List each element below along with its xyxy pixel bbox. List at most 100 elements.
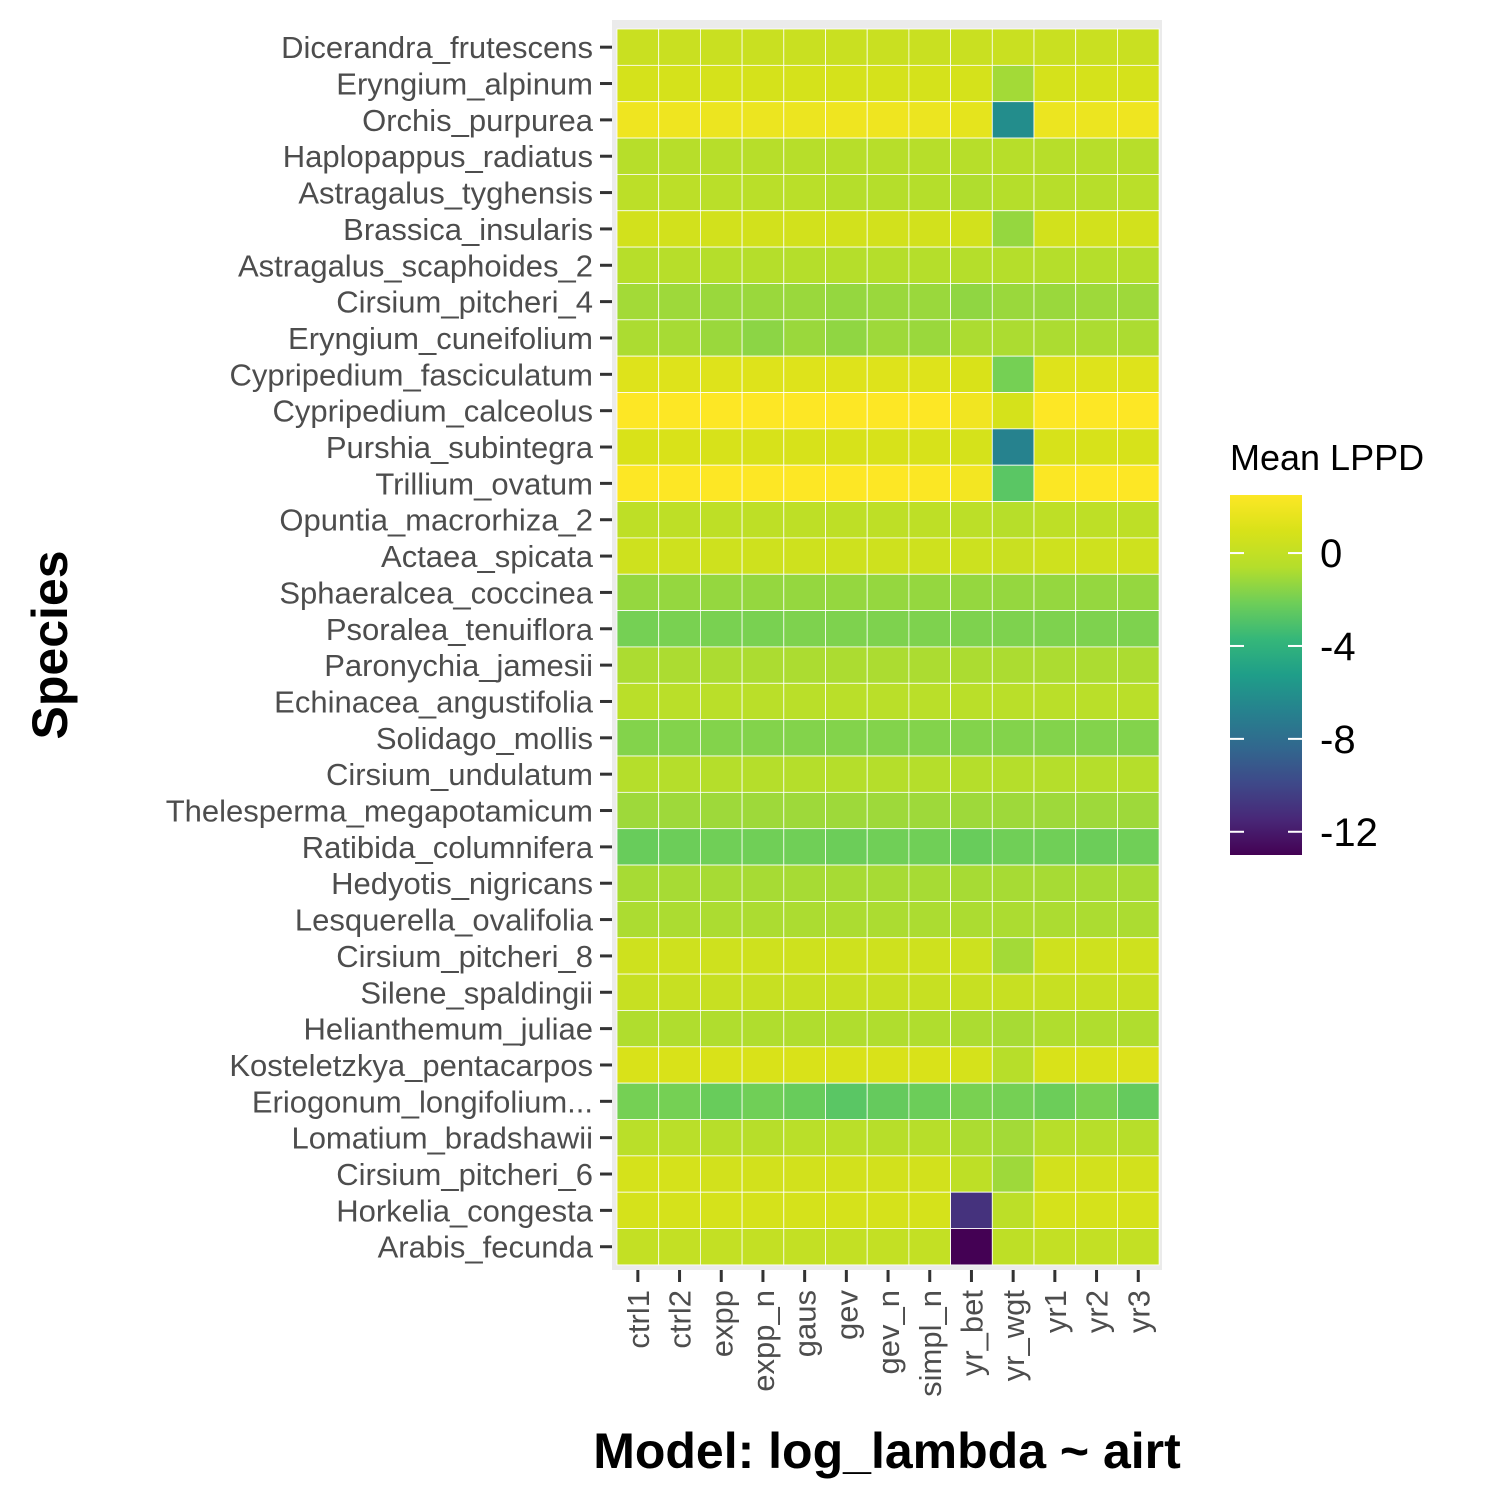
heatmap-cell: [866, 64, 910, 103]
legend-title: Mean LPPD: [1230, 437, 1424, 478]
heatmap-cell: [700, 646, 743, 684]
heatmap-cell: [1075, 937, 1118, 975]
heatmap-cell: [783, 392, 826, 430]
heatmap-cell: [700, 610, 743, 648]
legend-tick-label: -8: [1320, 718, 1356, 762]
heatmap-cell: [616, 246, 660, 284]
heatmap-cell: [950, 1010, 993, 1048]
heatmap-cell: [616, 646, 660, 684]
heatmap-cell: [741, 246, 785, 284]
heatmap-cell: [825, 719, 868, 757]
heatmap-cell: [616, 210, 660, 248]
heatmap-cell: [866, 137, 910, 175]
heatmap-cell: [950, 64, 993, 103]
heatmap-cell: [741, 283, 785, 321]
heatmap-cell: [991, 791, 1035, 830]
heatmap-cell: [1075, 1228, 1118, 1266]
heatmap-cell: [1117, 755, 1160, 793]
heatmap-cell: [950, 319, 993, 357]
heatmap-cell: [866, 973, 910, 1011]
heatmap-cell: [741, 610, 785, 648]
heatmap-cell: [741, 1228, 785, 1266]
heatmap-cell: [1117, 791, 1160, 830]
heatmap-cell: [700, 137, 743, 175]
x-tick-label: yr_bet: [954, 1290, 989, 1377]
heatmap-cell: [866, 392, 910, 430]
heatmap-cell: [866, 719, 910, 757]
y-tick-label: Haplopappus_radiatus: [283, 139, 593, 174]
heatmap-cell: [991, 1046, 1035, 1084]
heatmap-cell: [783, 137, 826, 175]
heatmap-cell: [825, 64, 868, 103]
heatmap-cell: [950, 1082, 993, 1120]
heatmap-cell: [1075, 1010, 1118, 1048]
heatmap-cell: [658, 283, 701, 321]
heatmap-cell: [1075, 1191, 1118, 1229]
heatmap-cell: [783, 646, 826, 684]
heatmap-cell: [825, 355, 868, 393]
heatmap-cell: [616, 428, 660, 466]
heatmap-cell: [991, 173, 1035, 212]
x-tick-label: yr1: [1038, 1290, 1073, 1333]
legend-tick-label: -12: [1320, 811, 1378, 855]
heatmap-cell: [825, 937, 868, 975]
heatmap-cell: [1033, 610, 1077, 648]
heatmap-cell: [991, 210, 1035, 248]
heatmap-cell: [783, 28, 826, 66]
heatmap-cell: [1075, 537, 1118, 575]
heatmap-cell: [658, 682, 701, 721]
heatmap-cell: [991, 501, 1035, 539]
heatmap-cell: [950, 501, 993, 539]
heatmap-cell: [1117, 1010, 1160, 1048]
heatmap-cell: [783, 828, 826, 866]
heatmap-cell: [658, 901, 701, 939]
heatmap-cell: [1117, 137, 1160, 175]
heatmap-cell: [908, 719, 952, 757]
heatmap-cell: [741, 828, 785, 866]
heatmap-cell: [616, 864, 660, 902]
heatmap-cell: [991, 1082, 1035, 1120]
heatmap-cell: [783, 1010, 826, 1048]
heatmap-cell: [741, 501, 785, 539]
heatmap-cell: [700, 428, 743, 466]
legend-ticks: 0 -4 -8 -12: [1230, 532, 1378, 855]
heatmap-cell: [1075, 501, 1118, 539]
heatmap-cell: [616, 1046, 660, 1084]
heatmap-cell: [616, 828, 660, 866]
heatmap-cell: [825, 828, 868, 866]
heatmap-cell: [950, 28, 993, 66]
heatmap-cell: [950, 864, 993, 902]
heatmap-cell: [825, 246, 868, 284]
heatmap-cell: [700, 682, 743, 721]
heatmap-cell: [825, 137, 868, 175]
heatmap-cell: [658, 791, 701, 830]
heatmap-cell: [1033, 1010, 1077, 1048]
heatmap-cell: [783, 864, 826, 902]
heatmap-cell: [1117, 428, 1160, 466]
heatmap-cell: [1117, 1191, 1160, 1229]
heatmap-cell: [866, 537, 910, 575]
heatmap-cell: [1075, 682, 1118, 721]
heatmap-cell: [1075, 1119, 1118, 1157]
heatmap-cell: [616, 537, 660, 575]
heatmap-cell: [950, 428, 993, 466]
heatmap-cell: [950, 973, 993, 1011]
heatmap-cell: [866, 28, 910, 66]
heatmap-cell: [616, 101, 660, 139]
heatmap-cell: [866, 319, 910, 357]
heatmap-cell: [658, 1082, 701, 1120]
heatmap-cell: [741, 755, 785, 793]
heatmap-cell: [616, 791, 660, 830]
heatmap-cell: [741, 137, 785, 175]
heatmap-cell: [1117, 901, 1160, 939]
x-tick-label: simpl_n: [913, 1290, 948, 1397]
heatmap-cell: [908, 901, 952, 939]
heatmap-cell: [741, 973, 785, 1011]
heatmap-cell: [1033, 101, 1077, 139]
heatmap-cell: [991, 464, 1035, 502]
y-tick-label: Eryngium_cuneifolium: [288, 321, 593, 356]
heatmap-cell: [950, 828, 993, 866]
heatmap-cell: [991, 1228, 1035, 1266]
heatmap-cell: [1033, 1119, 1077, 1157]
